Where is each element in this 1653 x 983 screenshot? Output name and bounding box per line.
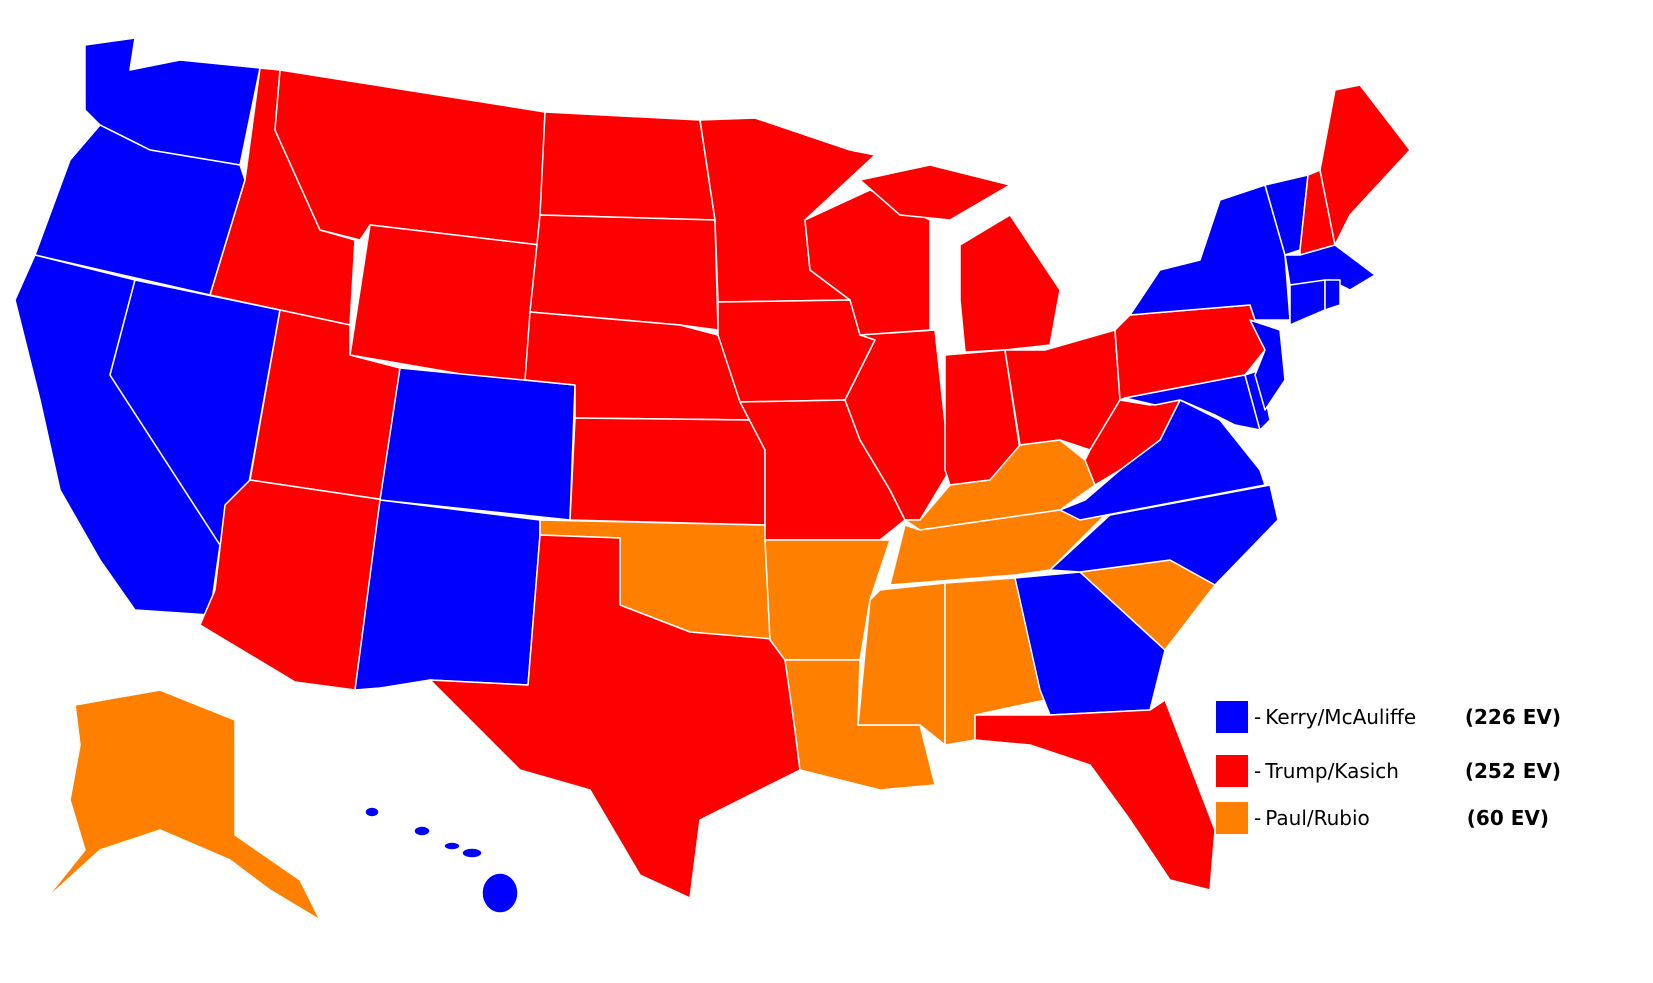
state-co	[379, 367, 576, 521]
legend-label-paul: Paul/Rubio	[1265, 806, 1370, 830]
state-ny	[1129, 184, 1291, 321]
state-ks	[569, 417, 766, 526]
legend-item-paul: - Paul/Rubio (60 EV)	[1216, 802, 1561, 834]
legend-swatch-paul	[1216, 802, 1248, 834]
state-wy	[349, 224, 541, 386]
state-wv	[1084, 399, 1181, 486]
legend-item-kerry: - Kerry/McAuliffe (226 EV)	[1216, 701, 1561, 733]
state-tn	[889, 509, 1111, 586]
state-tx	[429, 534, 801, 899]
state-hi	[461, 847, 483, 859]
state-hi	[481, 872, 519, 914]
state-nj	[1249, 319, 1286, 411]
state-sd	[529, 214, 719, 331]
state-mi	[859, 164, 1011, 221]
state-ms	[857, 582, 946, 746]
legend-swatch-trump	[1216, 755, 1248, 787]
state-hi	[364, 806, 380, 818]
state-mi	[959, 214, 1061, 353]
legend-label-trump: Trump/Kasich	[1265, 759, 1399, 783]
state-fl	[974, 699, 1216, 891]
state-hi	[413, 825, 431, 837]
state-nd	[539, 111, 716, 221]
state-ak	[44, 689, 321, 921]
legend-dash: -	[1254, 806, 1262, 830]
legend-label-kerry: Kerry/McAuliffe	[1265, 705, 1417, 729]
state-hi	[443, 841, 461, 851]
state-de	[1244, 369, 1271, 431]
state-az	[199, 479, 386, 691]
state-wa	[84, 37, 261, 166]
legend-dash: -	[1254, 705, 1262, 729]
state-mt	[274, 69, 546, 246]
state-ri	[1324, 279, 1341, 311]
legend-dash: -	[1254, 759, 1262, 783]
legend-item-trump: - Trump/Kasich (252 EV)	[1216, 755, 1561, 787]
state-nm	[354, 499, 541, 691]
legend-swatch-kerry	[1216, 701, 1248, 733]
legend-ev-kerry: (226 EV)	[1464, 705, 1561, 729]
state-ct	[1289, 279, 1326, 326]
legend-ev-paul: (60 EV)	[1466, 806, 1549, 830]
state-me	[1319, 84, 1411, 246]
legend-ev-trump: (252 EV)	[1464, 759, 1561, 783]
